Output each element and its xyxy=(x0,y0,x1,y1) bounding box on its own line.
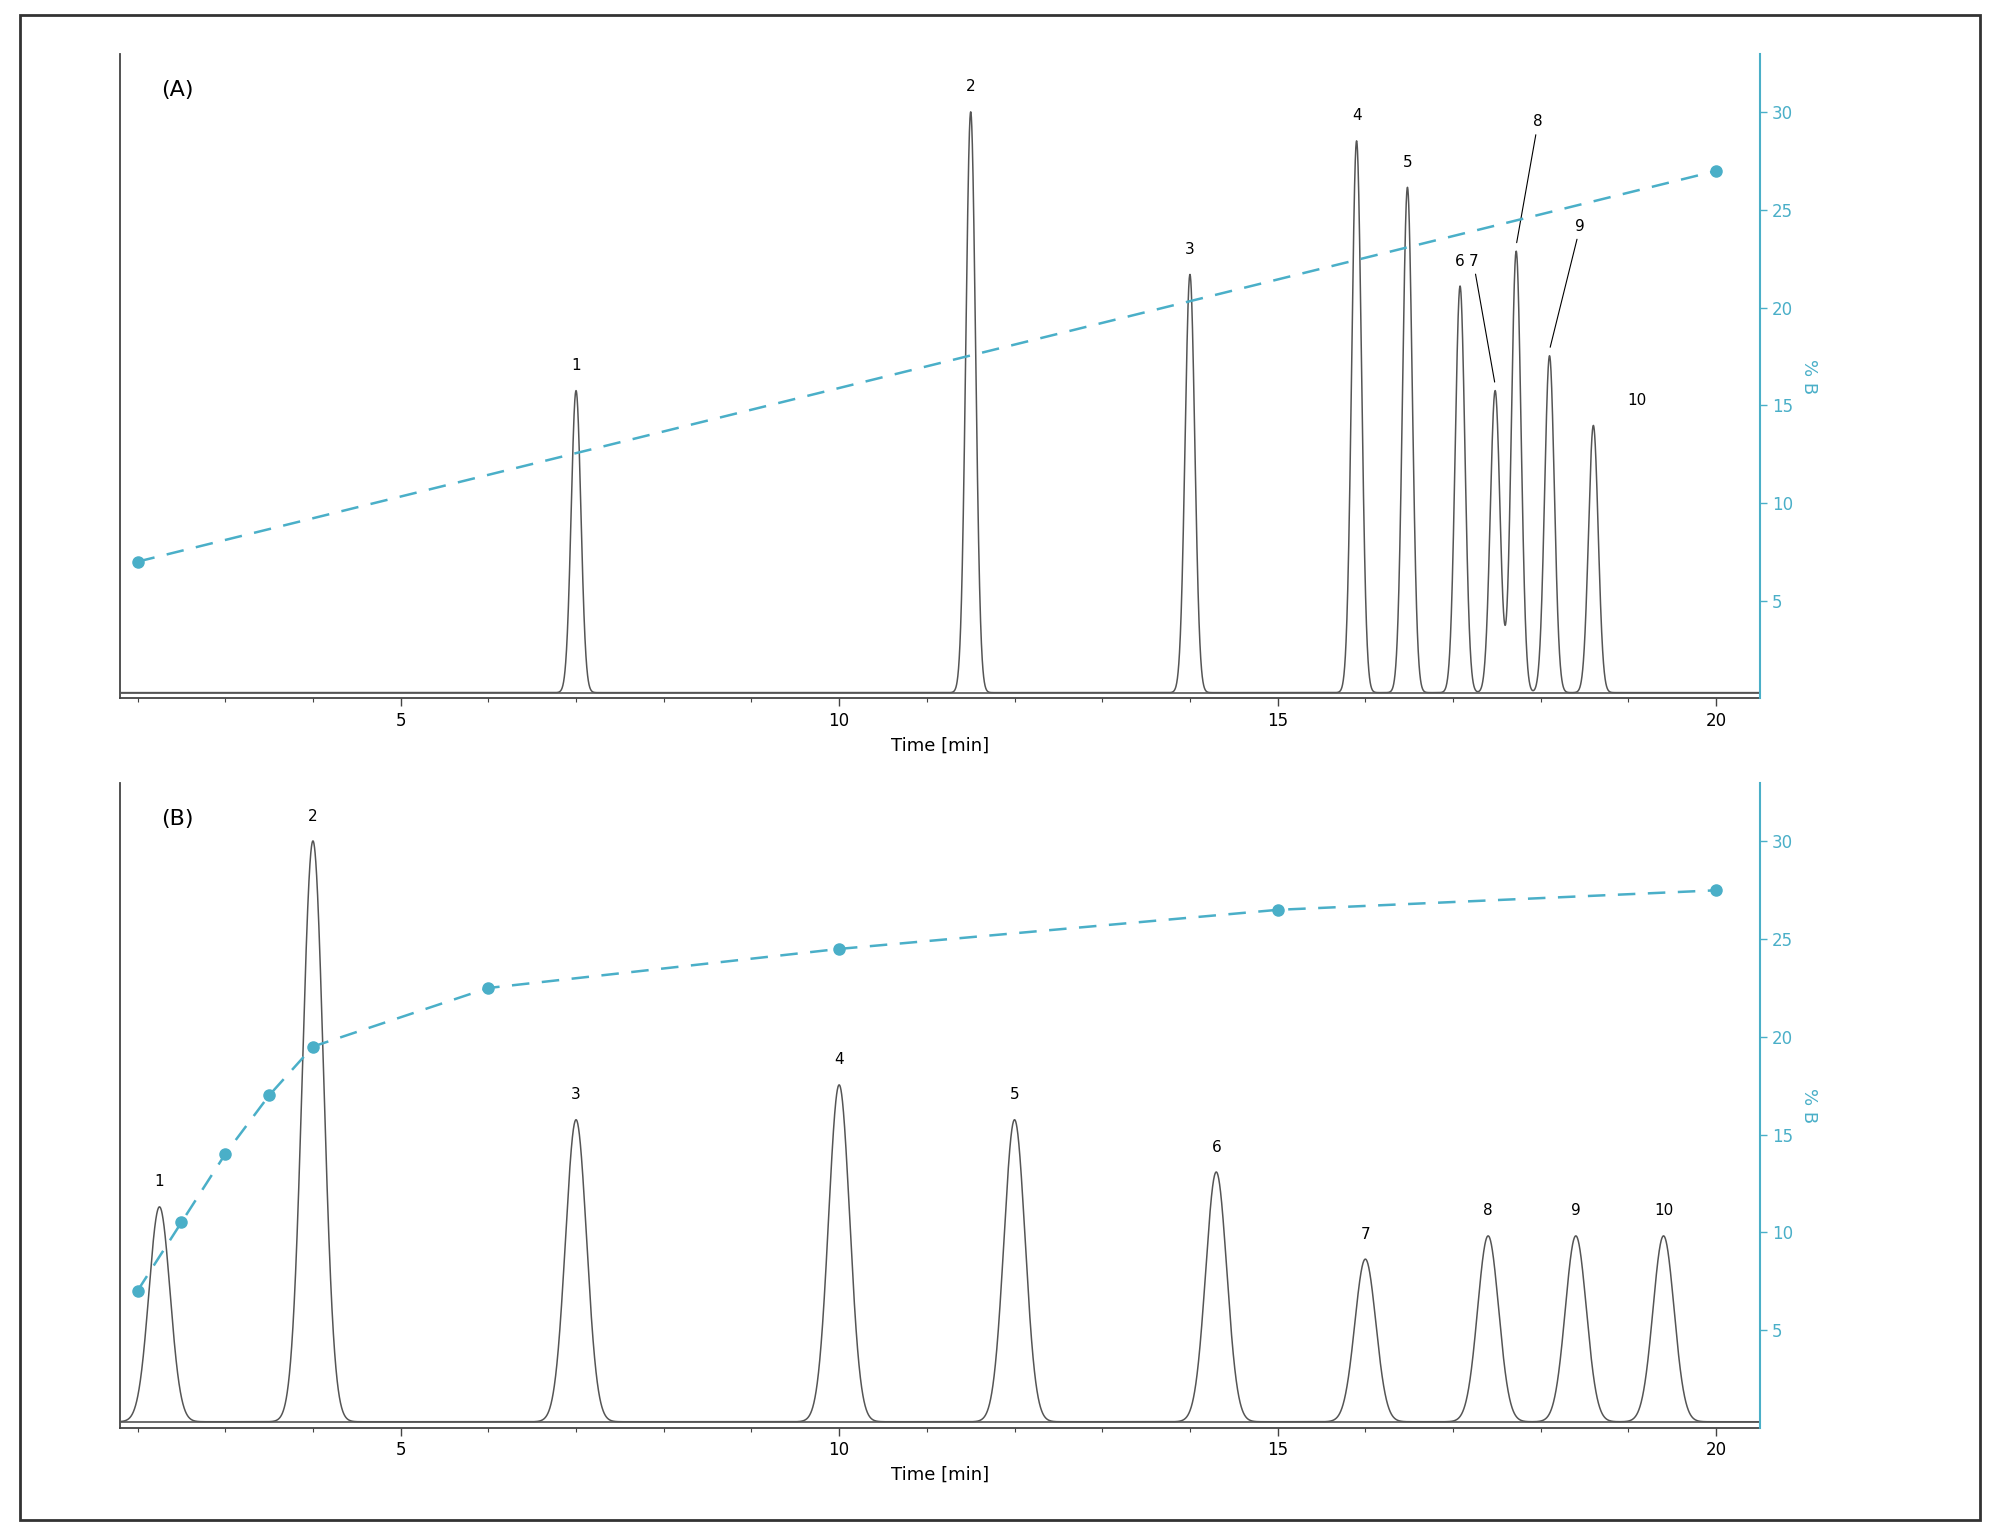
X-axis label: Time [min]: Time [min] xyxy=(890,1466,990,1484)
Text: 5: 5 xyxy=(1010,1087,1020,1102)
Text: 1: 1 xyxy=(572,358,580,373)
Text: 6: 6 xyxy=(1456,253,1464,269)
Text: 8: 8 xyxy=(1484,1203,1492,1219)
Text: 2: 2 xyxy=(966,80,976,94)
X-axis label: Time [min]: Time [min] xyxy=(890,737,990,755)
Text: 7: 7 xyxy=(1468,253,1494,382)
Text: 10: 10 xyxy=(1654,1203,1674,1219)
Text: 9: 9 xyxy=(1550,220,1586,347)
Text: 9: 9 xyxy=(1570,1203,1580,1219)
Text: 2: 2 xyxy=(308,809,318,823)
Y-axis label: % B: % B xyxy=(1800,1088,1818,1122)
Y-axis label: % B: % B xyxy=(1800,359,1818,393)
Text: 5: 5 xyxy=(1402,155,1412,170)
Text: 1: 1 xyxy=(154,1174,164,1190)
Text: 3: 3 xyxy=(1186,243,1194,256)
Text: 3: 3 xyxy=(572,1087,580,1102)
Text: 4: 4 xyxy=(1352,109,1362,123)
Text: 8: 8 xyxy=(1516,114,1542,243)
Text: 7: 7 xyxy=(1360,1226,1370,1242)
Text: 4: 4 xyxy=(834,1053,844,1067)
Text: 10: 10 xyxy=(1628,393,1646,408)
Text: (B): (B) xyxy=(160,809,194,829)
Text: (A): (A) xyxy=(160,80,194,100)
Text: 6: 6 xyxy=(1212,1139,1222,1154)
